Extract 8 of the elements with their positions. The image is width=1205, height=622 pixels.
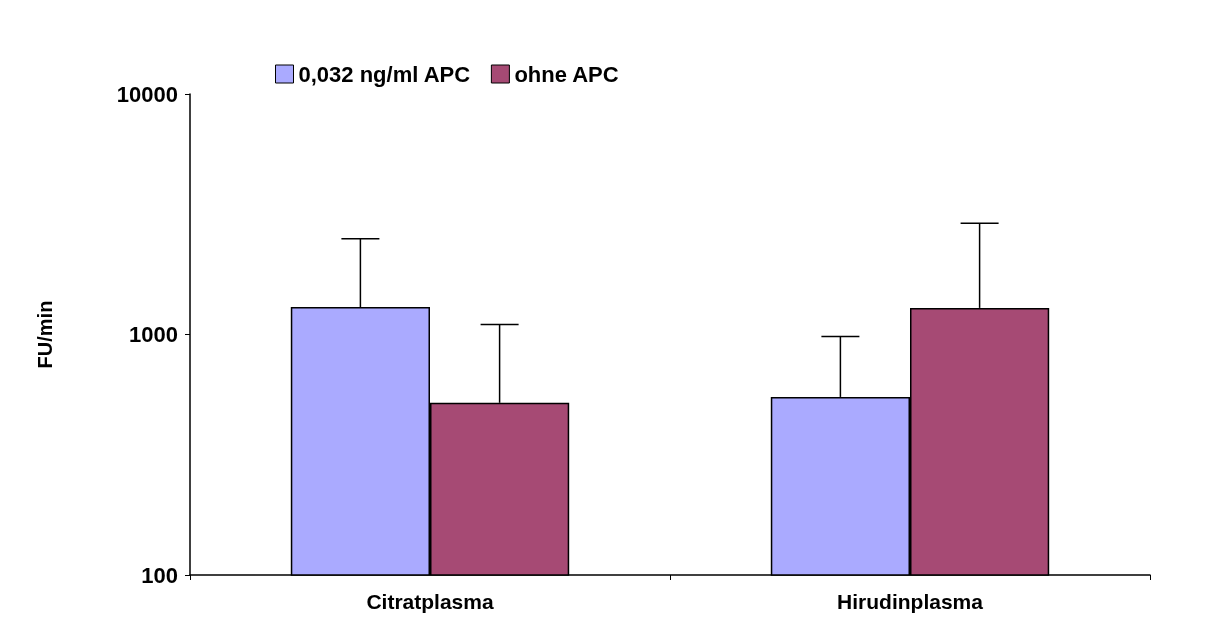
legend-label: ohne APC [514, 61, 619, 87]
y-axis-title: FU/min [34, 300, 56, 369]
x-tick-label: Hirudinplasma [837, 590, 984, 613]
legend-label: 0,032 ng/ml APC [298, 61, 471, 87]
x-tick-label: Citratplasma [366, 590, 494, 613]
y-tick-label: 100 [141, 562, 178, 588]
y-tick-label: 1000 [129, 322, 178, 347]
y-tick-label: 10000 [116, 81, 178, 107]
